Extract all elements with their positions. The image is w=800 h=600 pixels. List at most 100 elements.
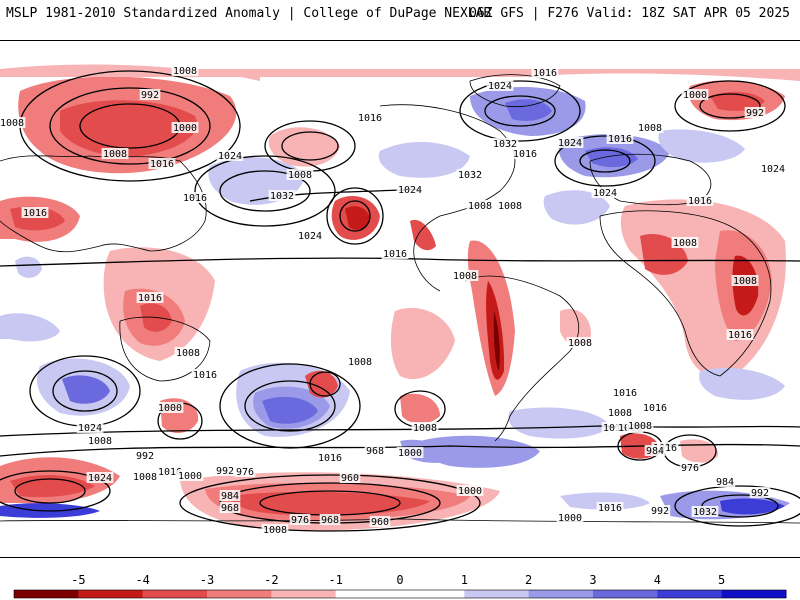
coast-greenland: [469, 74, 561, 107]
isobar-label: 1016: [193, 370, 217, 381]
isobar-label: 1024: [558, 138, 582, 149]
colorbar: -5 -4 -3 -2 -1 0 1 2 3 4 5: [13, 573, 787, 599]
colorbar-tick-label: 3: [589, 573, 596, 587]
isobar-label-bg: [319, 514, 341, 525]
isobar-label: 1016: [318, 453, 342, 464]
isobar-label-bg: [381, 248, 409, 259]
isobar-label-bg: [679, 462, 701, 473]
isobar-label: 1016: [608, 134, 632, 145]
isobar-label: 1008: [498, 201, 522, 212]
colorbar-segment: [657, 590, 723, 598]
isobar-label-bg: [156, 466, 184, 477]
isobar-label: 1000: [173, 123, 197, 134]
anomaly-neg-arctic-right-core: [710, 91, 765, 111]
isobar-label: 1016: [138, 293, 162, 304]
isobar-label: 1008: [733, 276, 757, 287]
isobar-label: 1008: [88, 436, 112, 447]
colorbar-tick-label: -3: [200, 573, 214, 587]
isobar-label-bg: [346, 356, 374, 367]
isobar-label-bg: [491, 138, 519, 149]
isobar-label: 1016: [23, 208, 47, 219]
isobar-label-bg: [636, 122, 664, 133]
colorbar-tick-label: -4: [135, 573, 149, 587]
colorbar-segment: [142, 590, 208, 598]
isobar-label-bg: [486, 80, 514, 91]
isobar-label-bg: [261, 524, 289, 535]
isobar-label: 1032: [458, 170, 482, 181]
isobar-label-bg: [0, 117, 26, 128]
isobar-label-bg: [531, 67, 559, 78]
isobar-label: 984: [221, 491, 239, 502]
isobar-label-bg: [181, 192, 209, 203]
isobar-label-bg: [316, 452, 344, 463]
isobar-label: 1008: [176, 348, 200, 359]
colorbar-segment: [593, 590, 658, 598]
isobar-label: 1032: [493, 139, 517, 150]
isobar-label-bg: [451, 270, 479, 281]
isobar-label: 1008: [0, 118, 24, 129]
colorbar-tick-label: -5: [71, 573, 85, 587]
isobar-label: 960: [371, 517, 389, 528]
isobar-label: 992: [746, 108, 764, 119]
isobar-label: 1008: [288, 170, 312, 181]
isobar-label-bg: [219, 502, 241, 513]
isobar-label: 960: [341, 473, 359, 484]
isobar-label-bg: [611, 387, 639, 398]
isobar-label: 1008: [453, 271, 477, 282]
isobar-label-bg: [744, 107, 766, 118]
anomaly-neg-atlantic-n: [0, 69, 800, 81]
anomaly-neg-north-pacific: [0, 64, 260, 81]
isobar-label: 992: [136, 451, 154, 462]
isobar-label-bg: [681, 89, 709, 100]
isobar-label: 1008: [468, 201, 492, 212]
isobar-label: 1016: [150, 159, 174, 170]
isobar-label: 1008: [348, 357, 372, 368]
isobar-label: 1024: [488, 81, 512, 92]
isobar-label: 968: [321, 515, 339, 526]
isobar-label-bg: [759, 163, 787, 174]
colorbar-tick-label: 5: [718, 573, 725, 587]
anomaly-pos-s-indian-core: [62, 375, 110, 404]
isobar-label: 1000: [398, 448, 422, 459]
isobar-label-bg: [456, 485, 484, 496]
isobar-label-group: 1008 992 1008 1000 1016 1008 1016 1016 1008 1024 1…: [0, 65, 787, 536]
isobar-label-bg: [714, 476, 736, 487]
colorbar-segment: [207, 590, 272, 598]
model-run-info: 06Z GFS | F276 Valid: 18Z SAT APR 05 202…: [469, 6, 790, 21]
isobar-label-bg: [556, 137, 584, 148]
anomaly-map: 1008 992 1008 1000 1016 1008 1016 1016 1008 1024 1…: [0, 40, 800, 558]
isobar-label: 968: [221, 503, 239, 514]
isobar-label: 1032: [270, 191, 294, 202]
coast-australia: [119, 316, 211, 382]
isobar-label: 1016: [383, 249, 407, 260]
colorbar-tick-label: 0: [396, 573, 403, 587]
isobar-label: 1016: [513, 149, 537, 160]
anomaly-pos-scandinavia: [658, 129, 745, 163]
isobar-label-bg: [286, 169, 314, 180]
isobar-label: 1024: [298, 231, 322, 242]
colorbar-segment: [400, 590, 465, 598]
isobar-label-bg: [496, 200, 524, 211]
anomaly-neg-alaska: [268, 127, 340, 167]
colorbar-segment: [464, 590, 530, 598]
isobar-label: 1024: [398, 185, 422, 196]
isobar-label-bg: [289, 514, 311, 525]
isobar-label-bg: [176, 470, 204, 481]
isobar-label: 1024: [593, 188, 617, 199]
colorbar-segment: [335, 590, 401, 598]
isobar-label: 1016: [183, 193, 207, 204]
isobar-label-bg: [214, 465, 236, 476]
isobar-label-bg: [456, 169, 484, 180]
isobar-label: 1016: [613, 388, 637, 399]
isobar-label-bg: [219, 490, 241, 501]
colorbar-ticks: -5 -4 -3 -2 -1 0 1 2 3 4 5: [71, 573, 725, 587]
isobar-label: 1008: [103, 149, 127, 160]
isobar-label-bg: [21, 207, 49, 218]
isobar-label: 1000: [158, 403, 182, 414]
isobar-label: 984: [716, 477, 734, 488]
isobar-label-bg: [556, 512, 584, 523]
isobar-label: 976: [236, 467, 254, 478]
anomaly-neg-andes-deep: [493, 311, 500, 371]
isobar-label: 976: [291, 515, 309, 526]
isobar-label-bg: [671, 237, 699, 248]
